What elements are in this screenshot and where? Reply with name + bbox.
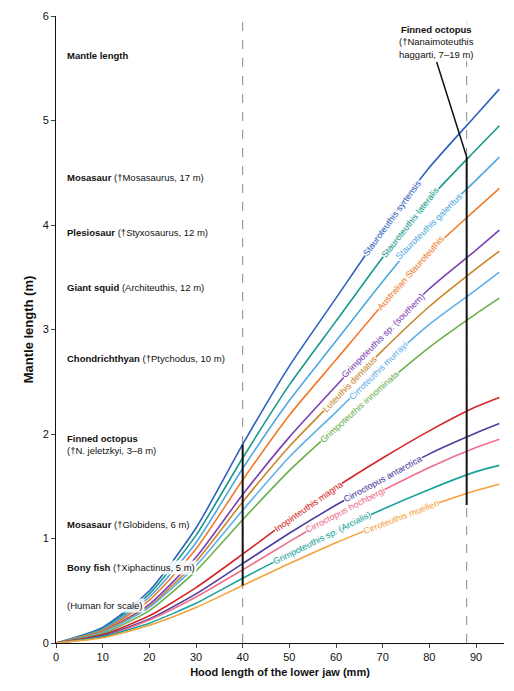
svg-text:Inopinteuthis magna: Inopinteuthis magna [273, 479, 345, 534]
svg-text:Cirroteuthis murrayi: Cirroteuthis murrayi [347, 339, 410, 401]
svg-text:3: 3 [43, 323, 49, 335]
svg-text:4: 4 [43, 219, 49, 231]
svg-text:Cirroteuthis muelleri: Cirroteuthis muelleri [362, 498, 440, 536]
svg-text:Giant squid (Architeuthis, 12: Giant squid (Architeuthis, 12 m) [67, 282, 204, 293]
svg-text:Plesiosaur (†Styxosaurus, 12 m: Plesiosaur (†Styxosaurus, 12 m) [67, 227, 208, 238]
svg-text:Finned octopus(†N. jeletzkyi,: Finned octopus(†N. jeletzkyi, 3–8 m) [67, 433, 156, 456]
svg-text:80: 80 [423, 651, 435, 663]
svg-text:Australian Stauroteuthis: Australian Stauroteuthis [375, 233, 446, 312]
svg-text:0: 0 [43, 637, 49, 649]
svg-text:Stauroteuthis galeritus: Stauroteuthis galeritus [394, 191, 465, 262]
svg-text:0: 0 [53, 651, 59, 663]
svg-text:70: 70 [377, 651, 389, 663]
svg-text:Bony fish (†Xiphactinus, 5 m): Bony fish (†Xiphactinus, 5 m) [67, 562, 195, 573]
svg-text:Mantle length (m): Mantle length (m) [21, 276, 36, 384]
svg-text:Grimpoteuthis sp. (southern): Grimpoteuthis sp. (southern) [340, 292, 427, 380]
svg-text:Chondrichthyan (†Ptychodus, 10: Chondrichthyan (†Ptychodus, 10 m) [67, 353, 225, 364]
svg-text:Luteuthis dentatus: Luteuthis dentatus [321, 354, 380, 414]
svg-text:Finned octopus(†Nanaimoteuthis: Finned octopus(†Nanaimoteuthishaggarti, … [399, 24, 474, 60]
svg-text:Mosasaur (†Globidens, 6 m): Mosasaur (†Globidens, 6 m) [67, 519, 190, 530]
svg-text:40: 40 [237, 651, 249, 663]
svg-text:6: 6 [43, 10, 49, 22]
svg-text:10: 10 [97, 651, 109, 663]
svg-text:Stauroteuthis syrtensis: Stauroteuthis syrtensis [361, 178, 423, 258]
svg-text:90: 90 [470, 651, 482, 663]
svg-text:Cirroctopus hochbergi: Cirroctopus hochbergi [304, 485, 387, 534]
svg-text:Mosasaur (†Mosasaurus, 17 m): Mosasaur (†Mosasaurus, 17 m) [67, 172, 204, 183]
svg-text:Grimpoteuthis innominata: Grimpoteuthis innominata [318, 369, 401, 445]
svg-text:1: 1 [43, 532, 49, 544]
svg-text:30: 30 [190, 651, 202, 663]
svg-text:(Human for scale): (Human for scale) [67, 600, 143, 611]
svg-text:2: 2 [43, 428, 49, 440]
svg-text:Mantle length: Mantle length [67, 50, 128, 61]
svg-text:60: 60 [330, 651, 342, 663]
svg-text:50: 50 [283, 651, 295, 663]
svg-text:Grimpoteuthis sp. (Arcialis): Grimpoteuthis sp. (Arcialis) [271, 509, 372, 566]
svg-text:20: 20 [143, 651, 155, 663]
svg-text:5: 5 [43, 114, 49, 126]
svg-text:Cirroctopus antarctica: Cirroctopus antarctica [342, 454, 424, 505]
svg-text:Hood length of the lower jaw (: Hood length of the lower jaw (mm) [190, 666, 370, 678]
svg-text:Stauroteuthis lateralis: Stauroteuthis lateralis [379, 185, 441, 260]
